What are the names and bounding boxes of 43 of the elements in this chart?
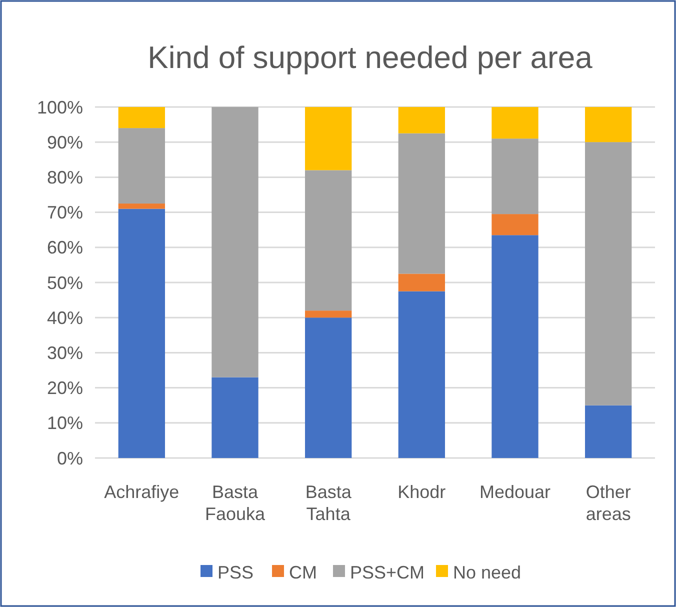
y-tick-label: 60% [46, 238, 83, 258]
y-tick-label: 40% [46, 308, 83, 328]
bar [212, 107, 258, 378]
bar [118, 107, 165, 128]
y-tick-label: 0% [56, 448, 83, 468]
bar [305, 170, 352, 311]
chart-title: Kind of support needed per area [148, 40, 594, 75]
legend-label: No need [453, 562, 522, 582]
y-tick-label: 90% [46, 132, 83, 152]
bar [585, 107, 632, 142]
x-tick-label: Achrafiye [104, 482, 180, 502]
bar [398, 133, 445, 274]
x-tick-label: Khodr [398, 482, 446, 502]
bar [305, 107, 352, 170]
bar [492, 235, 538, 458]
bar [492, 138, 538, 214]
bar [492, 107, 538, 139]
y-tick-label: 50% [46, 272, 83, 293]
y-tick-label: 30% [46, 343, 83, 363]
x-tick-label: Basta Tahta [305, 482, 352, 524]
legend-label: CM [289, 562, 317, 582]
y-tick-label: 20% [46, 378, 83, 398]
bar [398, 291, 445, 458]
y-tick-label: 70% [46, 202, 83, 223]
bar [305, 318, 352, 458]
x-tick-label: Medouar [479, 482, 551, 502]
bar [398, 274, 445, 292]
y-tick-label: 10% [46, 413, 83, 434]
bar [118, 208, 165, 458]
x-tick-label: Basta Faouka [204, 482, 266, 524]
y-tick-label: 80% [46, 168, 83, 188]
y-tick-label: 100% [36, 97, 83, 118]
bar [305, 310, 352, 318]
legend-label: PSS+CM [350, 562, 425, 582]
bar [212, 377, 258, 458]
bar [492, 214, 538, 236]
x-tick-label: Other areas [586, 482, 631, 524]
bar [585, 405, 632, 458]
bar [585, 142, 632, 406]
bar [118, 128, 165, 204]
legend-label: PSS [218, 562, 254, 582]
bar [398, 107, 445, 134]
bar [118, 204, 165, 209]
